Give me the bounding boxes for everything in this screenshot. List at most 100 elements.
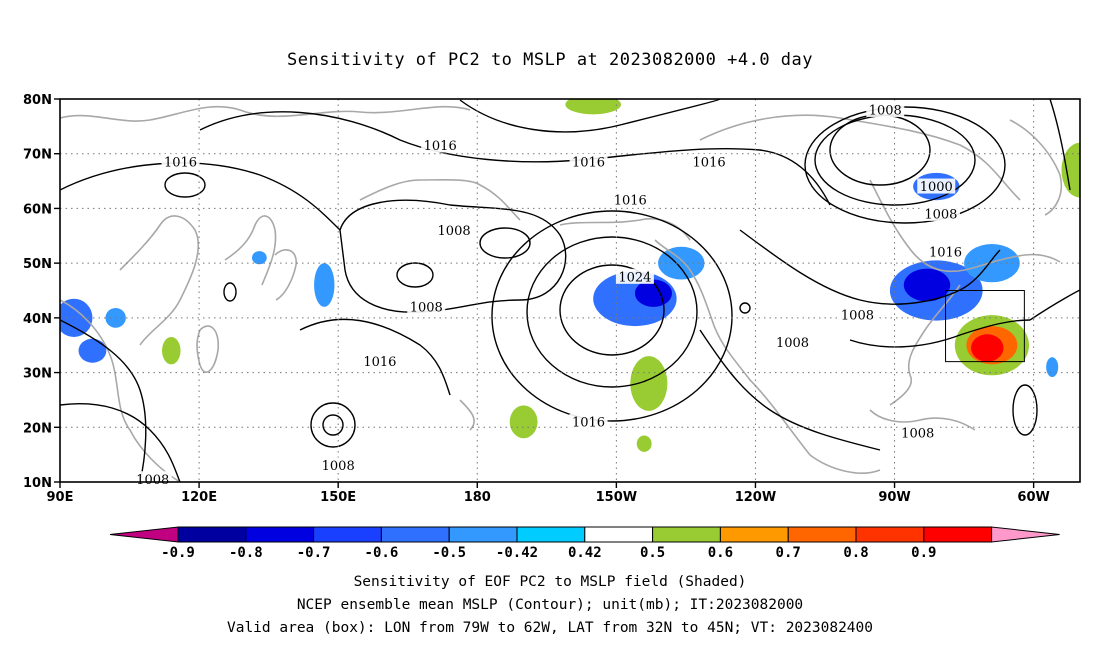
colorbar-label: 0.42 bbox=[568, 545, 602, 561]
contour-label-bg bbox=[421, 137, 460, 153]
contour-label-bg bbox=[569, 153, 608, 169]
contour-label: 1016 bbox=[164, 155, 197, 170]
contour-label-bg bbox=[898, 424, 937, 440]
contour-label-bg bbox=[319, 457, 358, 473]
colorbar-label: 0.7 bbox=[776, 545, 801, 561]
colorbar: -0.9 -0.8 -0.7 -0.6 -0.5 -0.42 0.42 0.5 0.6 0.7 0.… bbox=[109, 526, 1060, 561]
contour-label: 1008 bbox=[438, 224, 471, 239]
colorbar-swatch bbox=[855, 526, 925, 543]
contour-label-bg bbox=[838, 307, 877, 323]
sensitivity-patch bbox=[60, 298, 93, 338]
contour-label: 1008 bbox=[924, 207, 957, 222]
colorbar-low-triangle bbox=[109, 526, 179, 543]
lon-tick-label: 60W bbox=[1017, 490, 1049, 505]
colorbar-swatch bbox=[313, 526, 382, 543]
sensitivity-patch bbox=[1046, 357, 1059, 377]
coastlines bbox=[60, 105, 1063, 482]
lat-tick-label: 30N bbox=[23, 367, 52, 382]
contour-label-bg bbox=[407, 298, 446, 314]
colorbar-label: -0.8 bbox=[229, 545, 263, 561]
caption-contour: NCEP ensemble mean MSLP (Contour); unit(… bbox=[296, 597, 804, 613]
contour-label: 1008 bbox=[841, 309, 874, 324]
contour-label-bg bbox=[615, 268, 654, 284]
longitude-axis: 90E 120E 150E 180 150W 120W 90W 60W bbox=[47, 482, 1050, 505]
mslp-contours bbox=[60, 99, 1080, 482]
sensitivity-patch bbox=[964, 243, 1020, 283]
sensitivity-patch bbox=[903, 268, 951, 302]
contour-label: 1008 bbox=[776, 336, 809, 351]
plot-area: 1016 1016 1016 1016 1008 1000 1008 1016 1016 1008… bbox=[59, 98, 1081, 488]
contour-label-bg bbox=[917, 178, 956, 194]
contour-label: 1016 bbox=[693, 155, 726, 170]
colorbar-swatch bbox=[923, 526, 993, 543]
contour-label-bg bbox=[921, 205, 960, 221]
sensitivity-patch bbox=[162, 337, 181, 365]
colorbar-label: -0.6 bbox=[365, 545, 399, 561]
colorbar-label: -0.5 bbox=[432, 545, 466, 561]
sensitivity-shading bbox=[60, 99, 1080, 452]
colorbar-swatch bbox=[652, 526, 721, 543]
colorbar-label: -0.9 bbox=[161, 545, 195, 561]
lat-lon-grid bbox=[60, 99, 1080, 482]
lat-tick-label: 20N bbox=[23, 421, 52, 436]
contour-label: 1016 bbox=[929, 246, 962, 261]
lon-tick-label: 120W bbox=[735, 490, 776, 505]
colorbar-swatch bbox=[719, 526, 789, 543]
latitude-axis: 80N 70N 60N 50N 40N 30N 20N 10N bbox=[23, 93, 60, 491]
contour-label: 1008 bbox=[322, 459, 355, 474]
contour-label: 1024 bbox=[618, 270, 651, 285]
contour-label: 1016 bbox=[572, 415, 605, 430]
colorbar-swatch bbox=[380, 526, 450, 543]
lat-tick-label: 50N bbox=[23, 257, 52, 272]
contour-label-bg bbox=[611, 192, 650, 208]
contour-label: 1008 bbox=[901, 426, 934, 441]
colorbar-high-triangle bbox=[991, 526, 1060, 543]
colorbar-swatch bbox=[516, 526, 586, 543]
colorbar-label: -0.42 bbox=[496, 545, 538, 561]
contour-label-bg bbox=[161, 153, 200, 169]
contour-label: 1016 bbox=[572, 155, 605, 170]
contour-label: 1016 bbox=[424, 139, 457, 154]
contour-label-bg bbox=[360, 353, 399, 369]
colorbar-label: 0.5 bbox=[640, 545, 665, 561]
lat-tick-label: 10N bbox=[23, 476, 52, 491]
colorbar-swatch bbox=[177, 526, 247, 543]
sensitivity-patch bbox=[1061, 142, 1080, 198]
contour-label-bg bbox=[866, 101, 905, 117]
contour-label: 1016 bbox=[363, 355, 396, 370]
lon-tick-label: 120E bbox=[181, 490, 217, 505]
colorbar-label: 0.6 bbox=[708, 545, 733, 561]
contour-label: 1000 bbox=[920, 180, 953, 195]
contour-label-bg bbox=[690, 153, 729, 169]
lon-tick-label: 150E bbox=[320, 490, 356, 505]
contour-label: 1008 bbox=[136, 473, 169, 488]
sensitivity-patch bbox=[314, 263, 335, 307]
contour-label-bg bbox=[926, 244, 965, 260]
contour-label: 1016 bbox=[614, 194, 647, 209]
contour-labels: 1016 1016 1016 1016 1008 1000 1008 1016 1016 1008… bbox=[133, 101, 965, 488]
lon-tick-label: 90E bbox=[47, 490, 74, 505]
sensitivity-patch bbox=[78, 338, 107, 363]
lat-tick-label: 40N bbox=[23, 312, 52, 327]
colorbar-swatch bbox=[787, 526, 857, 543]
caption-shaded: Sensitivity of EOF PC2 to MSLP field (Sh… bbox=[353, 574, 747, 590]
lon-tick-label: 180 bbox=[464, 490, 491, 505]
contour-label-bg bbox=[569, 413, 608, 429]
contour-label-bg bbox=[773, 334, 812, 350]
colorbar-swatch bbox=[448, 526, 518, 543]
colorbar-label: -0.7 bbox=[297, 545, 331, 561]
caption-valid-area: Valid area (box): LON from 79W to 62W, L… bbox=[226, 620, 873, 636]
map-title: Sensitivity of PC2 to MSLP at 2023082000… bbox=[286, 50, 813, 70]
colorbar-swatch bbox=[245, 526, 315, 543]
lon-tick-label: 150W bbox=[596, 490, 637, 505]
sensitivity-patch bbox=[565, 99, 621, 115]
colorbar-label: 0.8 bbox=[843, 545, 868, 561]
sensitivity-patch bbox=[251, 251, 267, 265]
lon-tick-label: 90W bbox=[878, 490, 910, 505]
sensitivity-patch bbox=[636, 435, 652, 452]
colorbar-label: 0.9 bbox=[911, 545, 936, 561]
contour-label: 1008 bbox=[869, 103, 902, 118]
plot-frame bbox=[59, 98, 1081, 483]
valid-area-box-layer bbox=[945, 290, 1025, 363]
